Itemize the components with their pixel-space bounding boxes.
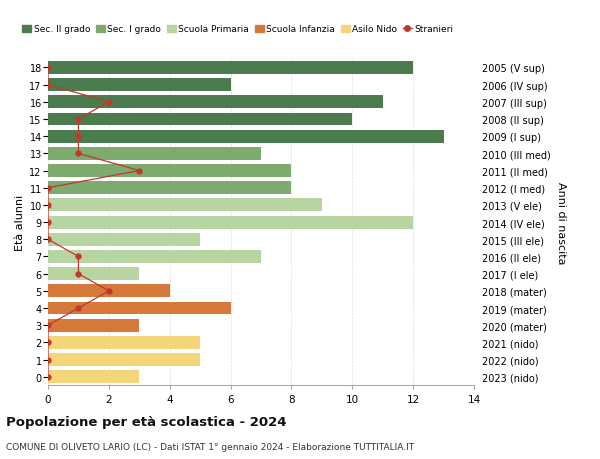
Bar	[48, 251, 261, 263]
Bar	[48, 302, 230, 315]
Text: COMUNE DI OLIVETO LARIO (LC) - Dati ISTAT 1° gennaio 2024 - Elaborazione TUTTITA: COMUNE DI OLIVETO LARIO (LC) - Dati ISTA…	[6, 442, 414, 451]
Bar	[48, 199, 322, 212]
Bar	[48, 370, 139, 383]
Bar	[48, 353, 200, 366]
Bar	[48, 233, 200, 246]
Bar	[48, 336, 200, 349]
Bar	[48, 62, 413, 75]
Bar	[48, 182, 292, 195]
Bar	[48, 96, 383, 109]
Bar	[48, 148, 261, 161]
Bar	[48, 268, 139, 280]
Bar	[48, 285, 170, 297]
Y-axis label: Età alunni: Età alunni	[15, 195, 25, 251]
Bar	[48, 216, 413, 229]
Bar	[48, 165, 292, 178]
Bar	[48, 130, 443, 143]
Y-axis label: Anni di nascita: Anni di nascita	[556, 181, 566, 264]
Bar	[48, 319, 139, 332]
Bar	[48, 113, 352, 126]
Bar	[48, 79, 230, 92]
Legend: Sec. II grado, Sec. I grado, Scuola Primaria, Scuola Infanzia, Asilo Nido, Stran: Sec. II grado, Sec. I grado, Scuola Prim…	[19, 22, 457, 38]
Text: Popolazione per età scolastica - 2024: Popolazione per età scolastica - 2024	[6, 415, 287, 428]
